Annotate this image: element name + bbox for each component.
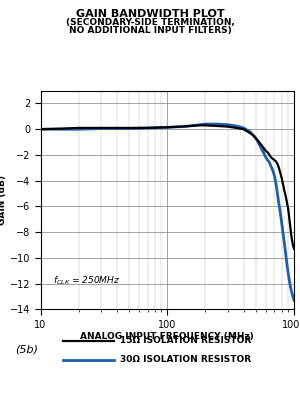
Text: GAIN BANDWIDTH PLOT: GAIN BANDWIDTH PLOT xyxy=(76,9,224,19)
Y-axis label: GAIN (dB): GAIN (dB) xyxy=(0,175,7,225)
Text: 15Ω ISOLATION RESISTOR: 15Ω ISOLATION RESISTOR xyxy=(120,336,251,345)
Text: (SECONDARY-SIDE TERMINATION,: (SECONDARY-SIDE TERMINATION, xyxy=(66,18,234,27)
X-axis label: ANALOG INPUT FREQUENCY (MHz): ANALOG INPUT FREQUENCY (MHz) xyxy=(80,333,254,342)
Text: (5b): (5b) xyxy=(15,345,38,355)
Text: 30Ω ISOLATION RESISTOR: 30Ω ISOLATION RESISTOR xyxy=(120,355,251,364)
Text: f$_{\mathregular{CLK}}$ = 250MHz: f$_{\mathregular{CLK}}$ = 250MHz xyxy=(53,275,120,287)
Text: NO ADDITIONAL INPUT FILTERS): NO ADDITIONAL INPUT FILTERS) xyxy=(69,26,231,35)
